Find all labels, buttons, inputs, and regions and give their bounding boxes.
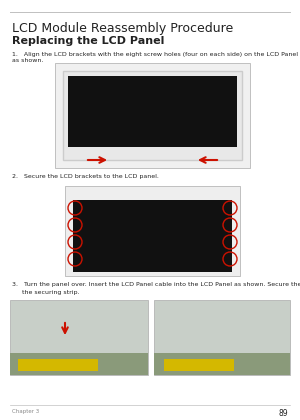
Text: the securing strip.: the securing strip. bbox=[12, 290, 80, 295]
Bar bbox=[63, 71, 242, 160]
Bar bbox=[65, 186, 240, 276]
Text: LCD Module Reassembly Procedure: LCD Module Reassembly Procedure bbox=[12, 22, 233, 35]
Bar bbox=[10, 353, 148, 375]
Text: 2.   Secure the LCD brackets to the LCD panel.: 2. Secure the LCD brackets to the LCD pa… bbox=[12, 174, 159, 179]
Text: 3.   Turn the panel over. Insert the LCD Panel cable into the LCD Panel as shown: 3. Turn the panel over. Insert the LCD P… bbox=[12, 282, 300, 287]
Bar bbox=[154, 353, 290, 375]
Bar bbox=[18, 359, 98, 371]
Text: 1.   Align the LCD brackets with the eight screw holes (four on each side) on th: 1. Align the LCD brackets with the eight… bbox=[12, 52, 298, 63]
Bar bbox=[10, 300, 148, 375]
Text: Chapter 3: Chapter 3 bbox=[12, 409, 39, 414]
Bar bbox=[164, 359, 234, 371]
Text: 89: 89 bbox=[278, 409, 288, 418]
Bar bbox=[68, 76, 237, 147]
Bar bbox=[154, 300, 290, 375]
Bar bbox=[55, 63, 250, 168]
Text: Replacing the LCD Panel: Replacing the LCD Panel bbox=[12, 36, 164, 46]
Bar bbox=[73, 200, 232, 272]
